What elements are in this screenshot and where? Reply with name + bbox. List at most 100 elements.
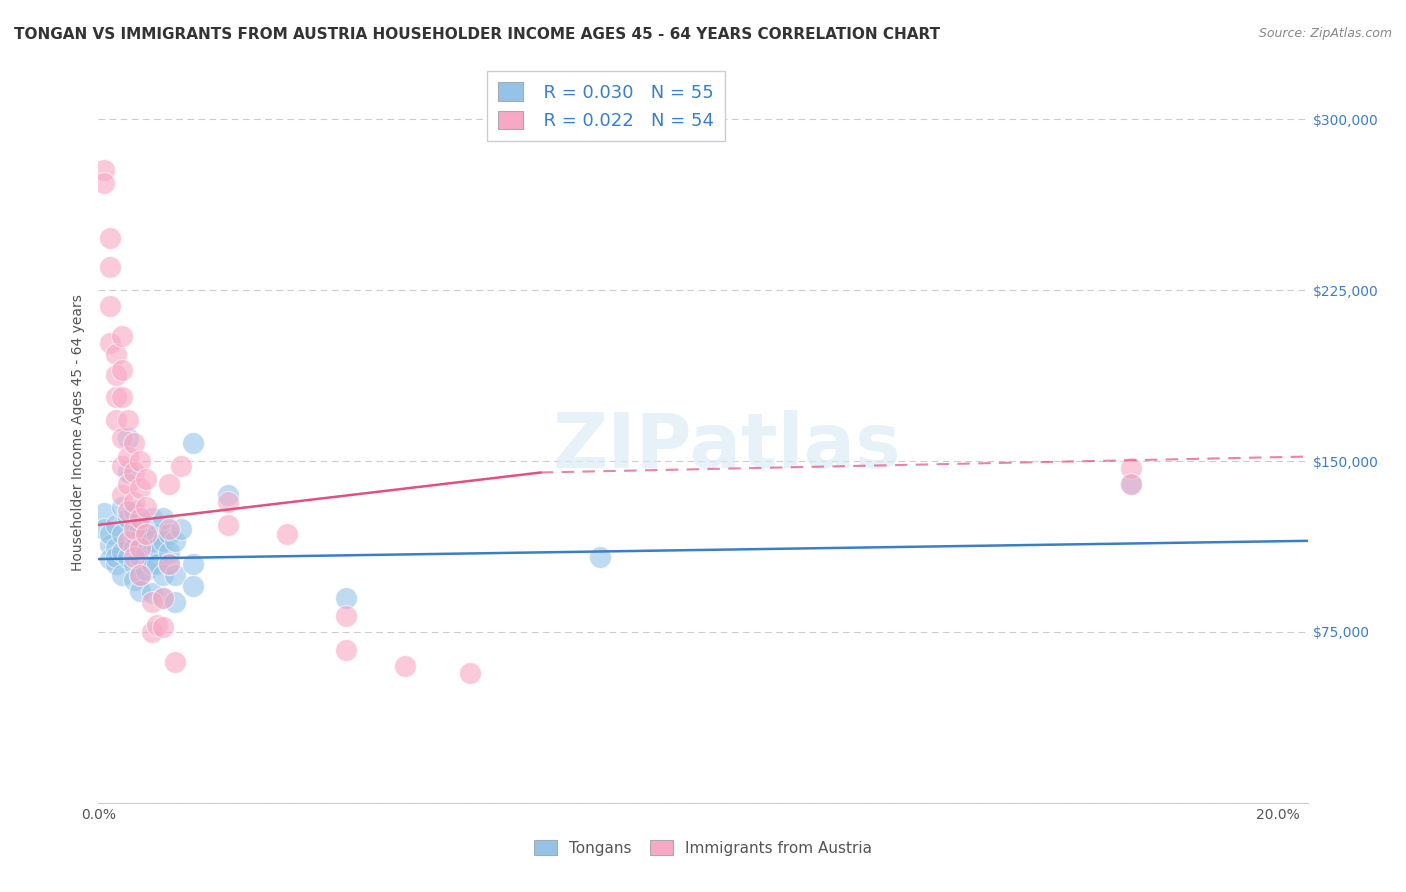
Point [128, 541, 150, 555]
Point [122, 435, 145, 450]
Point [117, 511, 139, 525]
Point [141, 511, 163, 525]
Point [122, 504, 145, 518]
Point [128, 523, 150, 537]
Point [170, 458, 193, 473]
Point [165, 595, 187, 609]
Point [157, 476, 180, 491]
Point [458, 665, 481, 680]
Point [117, 431, 139, 445]
Point [165, 533, 187, 548]
Point [105, 390, 128, 404]
Point [1119, 476, 1142, 491]
Point [105, 413, 128, 427]
Point [157, 527, 180, 541]
Point [335, 643, 357, 657]
Point [152, 591, 174, 605]
Point [122, 466, 145, 480]
Point [117, 466, 139, 480]
Point [105, 368, 128, 382]
Point [1119, 476, 1142, 491]
Point [93, 523, 115, 537]
Point [111, 390, 134, 404]
Point [157, 545, 180, 559]
Point [276, 527, 298, 541]
Text: TONGAN VS IMMIGRANTS FROM AUSTRIA HOUSEHOLDER INCOME AGES 45 - 64 YEARS CORRELAT: TONGAN VS IMMIGRANTS FROM AUSTRIA HOUSEH… [14, 27, 941, 42]
Point [217, 488, 239, 502]
Y-axis label: Householder Income Ages 45 - 64 years: Householder Income Ages 45 - 64 years [72, 294, 86, 571]
Point [122, 541, 145, 555]
Point [146, 618, 169, 632]
Point [152, 591, 174, 605]
Point [141, 595, 163, 609]
Point [122, 549, 145, 564]
Point [93, 176, 115, 190]
Point [141, 624, 163, 639]
Point [181, 557, 204, 571]
Point [117, 450, 139, 464]
Point [117, 533, 139, 548]
Point [122, 557, 145, 571]
Point [111, 458, 134, 473]
Point [157, 523, 180, 537]
Point [122, 495, 145, 509]
Point [152, 568, 174, 582]
Point [181, 435, 204, 450]
Point [128, 583, 150, 598]
Point [152, 620, 174, 634]
Point [152, 511, 174, 525]
Point [135, 527, 157, 541]
Point [157, 557, 180, 571]
Point [135, 527, 157, 541]
Point [128, 538, 150, 552]
Point [98, 552, 121, 566]
Point [111, 568, 134, 582]
Point [146, 541, 169, 555]
Point [105, 347, 128, 361]
Point [98, 527, 121, 541]
Point [98, 538, 121, 552]
Point [217, 495, 239, 509]
Point [146, 557, 169, 571]
Point [122, 573, 145, 587]
Point [105, 557, 128, 571]
Point [135, 500, 157, 514]
Point [1119, 461, 1142, 475]
Point [146, 527, 169, 541]
Point [111, 527, 134, 541]
Point [128, 482, 150, 496]
Point [98, 231, 121, 245]
Point [128, 549, 150, 564]
Legend: Tongans, Immigrants from Austria: Tongans, Immigrants from Austria [527, 834, 879, 862]
Point [128, 568, 150, 582]
Point [111, 500, 134, 514]
Point [111, 328, 134, 343]
Point [105, 541, 128, 555]
Point [141, 533, 163, 548]
Point [98, 260, 121, 275]
Point [117, 504, 139, 518]
Point [141, 557, 163, 571]
Point [165, 568, 187, 582]
Point [181, 579, 204, 593]
Point [135, 564, 157, 578]
Point [141, 586, 163, 600]
Point [117, 533, 139, 548]
Point [335, 609, 357, 624]
Point [128, 511, 150, 525]
Point [93, 507, 115, 521]
Point [157, 557, 180, 571]
Point [117, 413, 139, 427]
Point [105, 549, 128, 564]
Point [165, 655, 187, 669]
Point [111, 488, 134, 502]
Point [135, 472, 157, 486]
Text: ZIPatlas: ZIPatlas [553, 410, 901, 484]
Point [152, 533, 174, 548]
Point [122, 527, 145, 541]
Point [170, 523, 193, 537]
Point [98, 335, 121, 350]
Point [111, 363, 134, 377]
Point [217, 517, 239, 532]
Point [105, 517, 128, 532]
